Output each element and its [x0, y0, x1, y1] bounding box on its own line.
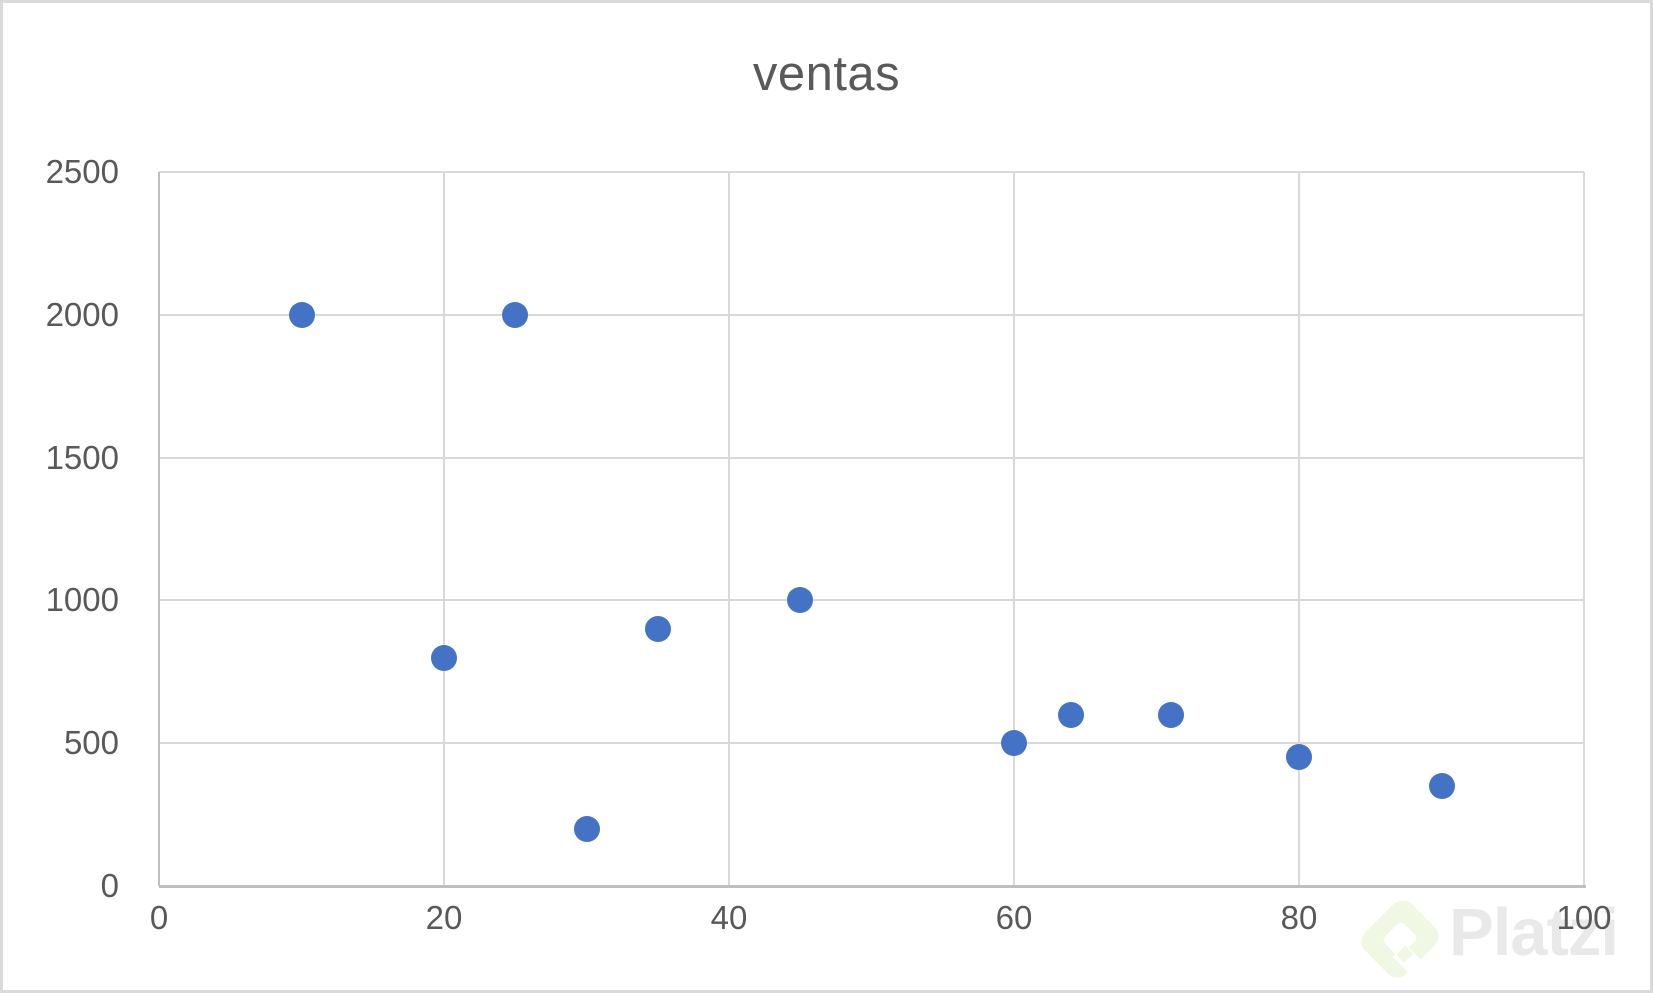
y-axis-tick-label: 2500 — [45, 153, 119, 190]
gridline-vertical — [1013, 172, 1015, 886]
y-axis-tick-label: 500 — [63, 724, 119, 762]
data-point — [1157, 701, 1184, 728]
gridline-vertical — [443, 172, 445, 886]
platzi-logo-icon — [1361, 900, 1439, 978]
x-axis-tick-label: 100 — [1556, 899, 1612, 936]
x-axis-tick-label: 0 — [149, 899, 169, 936]
x-axis-tick-label: 20 — [425, 899, 463, 936]
gridline-vertical — [1298, 172, 1300, 886]
gridline-horizontal — [159, 742, 1584, 745]
data-point — [1428, 773, 1455, 800]
gridline-horizontal — [159, 456, 1584, 459]
y-axis-tick-label: 1500 — [45, 438, 119, 476]
x-axis-line — [159, 885, 1586, 888]
data-point — [787, 587, 814, 614]
gridline-horizontal — [159, 599, 1584, 602]
platzi-wordmark: Platzi — [1449, 895, 1619, 970]
gridline-horizontal — [159, 171, 1584, 173]
gridline-vertical — [1583, 172, 1585, 886]
x-axis-tick-label: 80 — [1280, 899, 1318, 936]
data-point — [1286, 744, 1312, 771]
data-point — [502, 301, 529, 328]
data-point — [431, 644, 457, 671]
data-point — [573, 815, 600, 842]
data-point — [1058, 701, 1084, 728]
x-axis-tick-label: 60 — [995, 899, 1033, 936]
y-axis-tick-label: 0 — [100, 867, 119, 904]
data-point — [1001, 730, 1027, 757]
gridline-horizontal — [159, 313, 1584, 316]
y-axis-tick-label: 2000 — [45, 295, 119, 333]
plot-area — [159, 172, 1584, 886]
data-point — [644, 615, 671, 642]
gridline-vertical — [728, 172, 730, 886]
platzi-watermark: Platzi — [1351, 883, 1650, 990]
chart-title: ventas — [752, 47, 901, 101]
data-point — [288, 301, 315, 328]
x-axis-tick-label: 40 — [710, 899, 748, 936]
y-axis-tick-label: 1000 — [45, 581, 119, 619]
y-axis-line — [158, 172, 160, 886]
